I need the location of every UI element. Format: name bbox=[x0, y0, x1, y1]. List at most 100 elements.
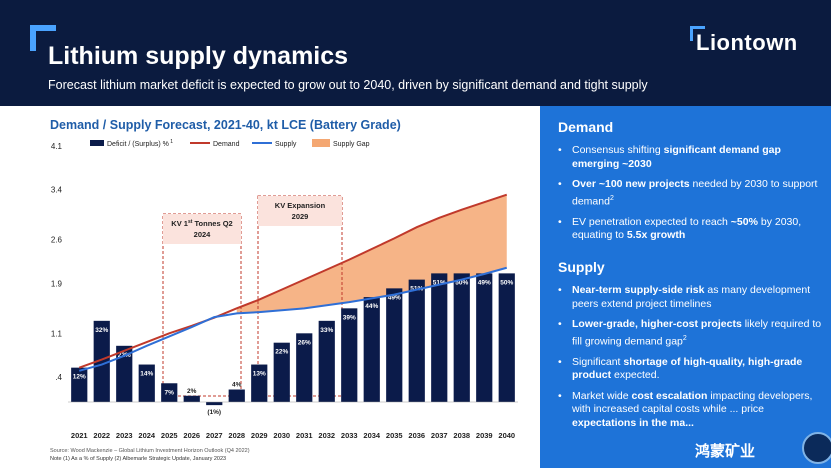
x-tick-label: 2028 bbox=[228, 431, 245, 440]
header-banner: Lithium supply dynamics Forecast lithium… bbox=[0, 0, 831, 106]
y-tick-label: 1.1 bbox=[51, 329, 63, 338]
note-text: Note (1) As a % of Supply (2) Albemarle … bbox=[50, 456, 227, 462]
logo-text: Liontown bbox=[696, 30, 798, 55]
bar-value-label: 14% bbox=[140, 371, 153, 378]
chart-panel: Demand / Supply Forecast, 2021-40, kt LC… bbox=[0, 106, 540, 468]
demand-bullet: Over ~100 new projects needed by 2030 to… bbox=[556, 178, 826, 209]
demand-heading: Demand bbox=[558, 119, 614, 135]
bar-value-label: 13% bbox=[253, 371, 266, 378]
supply-bullet-list: Near-term supply-side risk as many devel… bbox=[556, 284, 826, 437]
bar-value-label: 12% bbox=[73, 374, 86, 381]
bar bbox=[498, 273, 515, 402]
bar bbox=[341, 308, 358, 402]
bar-value-label: 50% bbox=[500, 279, 513, 286]
supply-bullet: Market wide cost escalation impacting de… bbox=[556, 390, 826, 431]
bar bbox=[206, 402, 223, 406]
bar bbox=[431, 273, 448, 402]
x-tick-label: 2038 bbox=[453, 431, 470, 440]
bar bbox=[71, 367, 88, 402]
source-text: Source: Wood Mackenzie – Global Lithium … bbox=[50, 448, 250, 454]
x-tick-label: 2033 bbox=[341, 431, 358, 440]
bar bbox=[161, 383, 178, 402]
legend-label-deficit: Deficit / (Surplus) % 1 bbox=[107, 139, 173, 148]
kv-expansion-box bbox=[258, 196, 342, 226]
bar bbox=[183, 395, 200, 402]
bar-value-label: 44% bbox=[365, 303, 378, 310]
bar-value-label: 33% bbox=[320, 327, 333, 334]
legend-label-gap: Supply Gap bbox=[333, 141, 370, 148]
supply-line bbox=[78, 266, 508, 372]
demand-bullet-list: Consensus shifting significant demand ga… bbox=[556, 144, 826, 250]
demand-line bbox=[78, 193, 508, 369]
x-tick-label: 2034 bbox=[363, 431, 381, 440]
company-logo: Liontown bbox=[690, 26, 816, 56]
annotation-kv-expansion: KV Expansion bbox=[275, 201, 326, 210]
legend-swatch-deficit bbox=[90, 140, 104, 146]
bar bbox=[476, 273, 493, 402]
x-tick-label: 2036 bbox=[408, 431, 425, 440]
page-subtitle: Forecast lithium market deficit is expec… bbox=[48, 78, 648, 92]
x-tick-label: 2021 bbox=[71, 431, 88, 440]
chart-title: Demand / Supply Forecast, 2021-40, kt LC… bbox=[50, 118, 401, 132]
x-tick-label: 2026 bbox=[183, 431, 200, 440]
x-tick-label: 2027 bbox=[206, 431, 223, 440]
x-tick-label: 2023 bbox=[116, 431, 133, 440]
watermark-logo-icon bbox=[802, 432, 831, 464]
commentary-panel: Demand Consensus shifting significant de… bbox=[540, 106, 831, 468]
bar-value-label: 2% bbox=[187, 388, 197, 395]
x-tick-label: 2037 bbox=[431, 431, 448, 440]
page-title: Lithium supply dynamics bbox=[48, 42, 349, 70]
bar bbox=[363, 297, 380, 402]
logo-mark-icon bbox=[690, 26, 705, 41]
annotation-kv-expansion-year: 2029 bbox=[292, 212, 309, 221]
bar-value-label: 7% bbox=[165, 389, 175, 396]
bar bbox=[138, 364, 155, 402]
annotation-kv-first-tonnes-year: 2024 bbox=[194, 230, 212, 239]
bar bbox=[318, 320, 335, 402]
x-tick-label: 2032 bbox=[318, 431, 335, 440]
bar-value-label: 49% bbox=[388, 294, 401, 301]
x-tick-label: 2040 bbox=[498, 431, 515, 440]
bar bbox=[273, 342, 290, 402]
supply-bullet: Near-term supply-side risk as many devel… bbox=[556, 284, 826, 311]
bar-value-label: 39% bbox=[343, 314, 356, 321]
watermark-text: 鸿蒙矿业 bbox=[695, 443, 756, 460]
forecast-chart: 4.1 3.4 2.6 1.9 1.1 .4 KV 1st Tonnes Q2 2024 KV … bbox=[51, 139, 518, 440]
x-tick-label: 2022 bbox=[93, 431, 110, 440]
y-tick-label: 2.6 bbox=[51, 236, 63, 245]
x-tick-label: 2039 bbox=[476, 431, 493, 440]
y-tick-label: 3.4 bbox=[51, 186, 63, 195]
x-tick-label: 2025 bbox=[161, 431, 178, 440]
legend-label-demand: Demand bbox=[213, 141, 240, 148]
bar-value-label: 4% bbox=[232, 382, 242, 389]
supply-bullet: Lower-grade, higher-cost projects likely… bbox=[556, 318, 826, 349]
supply-heading: Supply bbox=[558, 259, 605, 275]
bar bbox=[93, 320, 110, 402]
x-tick-label: 2035 bbox=[386, 431, 403, 440]
x-tick-label: 2024 bbox=[138, 431, 156, 440]
bar-value-label: 50% bbox=[455, 279, 468, 286]
bar bbox=[251, 364, 268, 402]
bar bbox=[116, 345, 133, 402]
supply-bullet: Significant shortage of high-quality, hi… bbox=[556, 356, 826, 383]
bar bbox=[453, 273, 470, 402]
bar-value-label: (1%) bbox=[207, 409, 221, 416]
bar-value-label: 32% bbox=[95, 327, 108, 334]
legend-swatch-gap bbox=[312, 139, 330, 147]
demand-bullet: EV penetration expected to reach ~50% by… bbox=[556, 216, 826, 243]
bar-value-label: 49% bbox=[478, 279, 491, 286]
legend-label-supply: Supply bbox=[275, 141, 297, 148]
bar bbox=[386, 288, 403, 402]
corner-accent bbox=[30, 25, 56, 51]
y-tick-label: 4.1 bbox=[51, 142, 63, 151]
x-tick-label: 2030 bbox=[273, 431, 290, 440]
bar bbox=[228, 389, 245, 402]
bar bbox=[296, 333, 313, 402]
demand-bullet: Consensus shifting significant demand ga… bbox=[556, 144, 826, 171]
x-tick-label: 2031 bbox=[296, 431, 313, 440]
y-tick-label: 1.9 bbox=[51, 279, 63, 288]
bar-value-label: 26% bbox=[298, 339, 311, 346]
y-tick-label: .4 bbox=[55, 373, 62, 382]
bar-value-label: 51% bbox=[433, 279, 446, 286]
bar-value-label: 22% bbox=[275, 349, 288, 356]
